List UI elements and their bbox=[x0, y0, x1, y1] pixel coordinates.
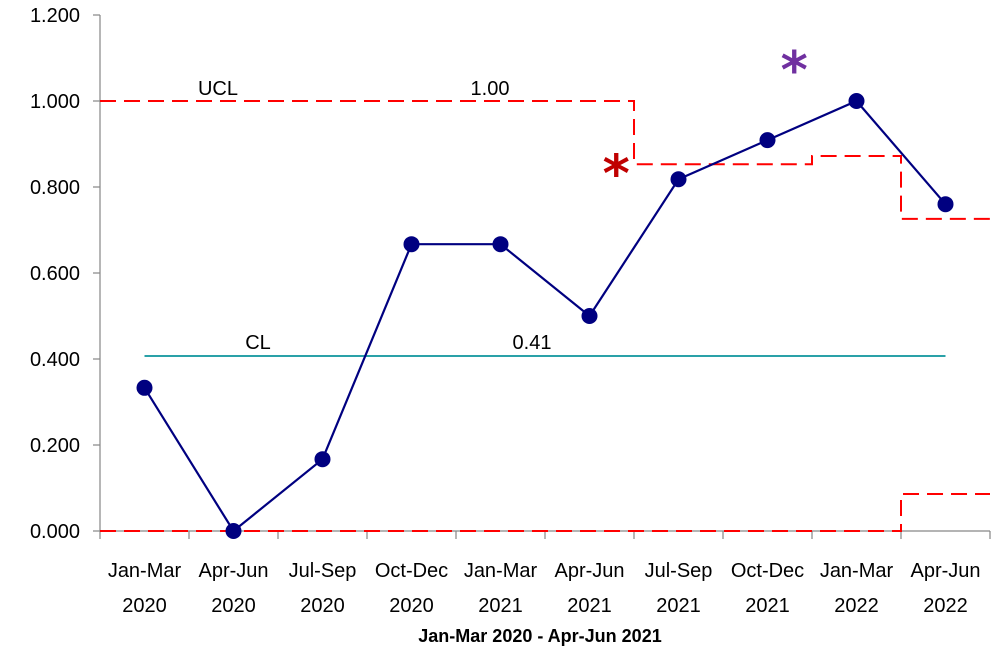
chart-labels: UCL 1.00 CL 0.41 * * bbox=[198, 41, 808, 354]
y-tick-label: 0.800 bbox=[30, 177, 80, 199]
asterisk-marker: * bbox=[781, 41, 808, 101]
x-tick-label-year: 2022 bbox=[923, 595, 968, 617]
ucl-label: UCL bbox=[198, 78, 238, 100]
data-point bbox=[759, 132, 776, 149]
y-tick-label: 1.200 bbox=[30, 5, 80, 27]
y-tick-label: 0.000 bbox=[30, 521, 80, 543]
data-point bbox=[225, 523, 242, 539]
x-tick-label-year: 2021 bbox=[656, 595, 701, 617]
x-tick-label-year: 2021 bbox=[478, 595, 523, 617]
x-tick-label-year: 2021 bbox=[745, 595, 790, 617]
data-point bbox=[492, 236, 509, 253]
x-tick-label: Jul-Sep bbox=[645, 560, 713, 582]
x-tick-label-year: 2020 bbox=[122, 595, 167, 617]
ucl-value-label: 1.00 bbox=[471, 78, 510, 100]
cl-label: CL bbox=[245, 332, 271, 354]
y-tick-label: 0.600 bbox=[30, 263, 80, 285]
x-tick-label-year: 2020 bbox=[211, 595, 256, 617]
x-tick-label-year: 2022 bbox=[834, 595, 879, 617]
x-tick-label: Jan-Mar bbox=[108, 560, 182, 582]
ucl-line bbox=[100, 100, 990, 220]
chart-axes: 0.000 0.200 0.400 0.600 0.800 1.000 1.200 Jan-M… bbox=[30, 5, 991, 617]
x-tick-label: Jan-Mar bbox=[464, 560, 538, 582]
data-point bbox=[136, 379, 153, 396]
x-tick-label: Jul-Sep bbox=[289, 560, 357, 582]
y-tick-label: 1.000 bbox=[30, 91, 80, 113]
x-tick-label-year: 2020 bbox=[389, 595, 434, 617]
x-tick-label: Jan-Mar bbox=[820, 560, 894, 582]
control-limits bbox=[100, 100, 990, 532]
lcl-line bbox=[100, 493, 990, 532]
data-point bbox=[403, 236, 420, 253]
x-tick-label-year: 2020 bbox=[300, 595, 345, 617]
data-point bbox=[670, 171, 687, 188]
data-point bbox=[848, 93, 865, 109]
series-line bbox=[143, 99, 947, 533]
asterisk-marker: * bbox=[603, 144, 630, 204]
x-tick-label: Oct-Dec bbox=[731, 560, 804, 582]
y-tick-label: 0.400 bbox=[30, 349, 80, 371]
x-tick-label: Oct-Dec bbox=[375, 560, 448, 582]
x-tick-label: Apr-Jun bbox=[198, 560, 268, 582]
data-point bbox=[314, 451, 331, 468]
x-tick-label: Apr-Jun bbox=[554, 560, 624, 582]
x-tick-label: Apr-Jun bbox=[910, 560, 980, 582]
y-tick-label: 0.200 bbox=[30, 435, 80, 457]
data-point bbox=[937, 196, 954, 213]
cl-value-label: 0.41 bbox=[513, 332, 552, 354]
data-series bbox=[136, 93, 954, 539]
data-point bbox=[581, 308, 598, 324]
x-axis-title: Jan-Mar 2020 - Apr-Jun 2021 bbox=[418, 626, 661, 646]
x-tick-label-year: 2021 bbox=[567, 595, 612, 617]
